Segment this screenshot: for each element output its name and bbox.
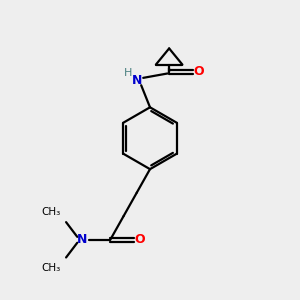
Text: N: N [77, 233, 88, 246]
Text: CH₃: CH₃ [41, 263, 61, 273]
Text: O: O [193, 65, 204, 79]
Text: O: O [134, 233, 145, 246]
Text: H: H [124, 68, 132, 78]
Text: CH₃: CH₃ [41, 207, 61, 217]
Text: N: N [132, 74, 142, 87]
